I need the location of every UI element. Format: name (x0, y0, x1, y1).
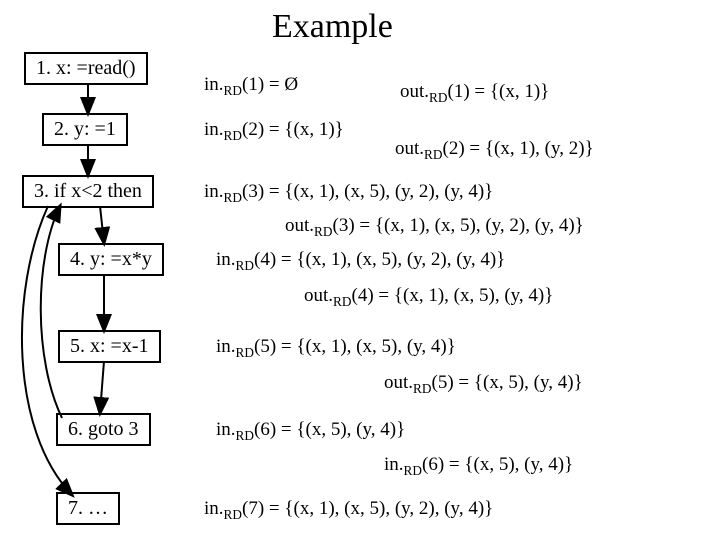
node-n4: 4. y: =x*y (58, 243, 164, 276)
node-n7: 7. … (56, 492, 120, 525)
edge-n3-n4 (100, 206, 104, 243)
annotation-in1: in.RD(1) = Ø (204, 74, 298, 99)
title: Example (272, 8, 393, 46)
node-n6: 6. goto 3 (56, 413, 151, 446)
annotation-out5: out.RD(5) = {(x, 5), (y, 4)} (384, 372, 583, 397)
annotation-in2: in.RD(2) = {(x, 1)} (204, 119, 344, 144)
annotation-in6b: in.RD(6) = {(x, 5), (y, 4)} (384, 454, 573, 479)
annotation-in4: in.RD(4) = {(x, 1), (x, 5), (y, 2), (y, … (216, 249, 505, 274)
annotation-in5: in.RD(5) = {(x, 1), (x, 5), (y, 4)} (216, 336, 456, 361)
node-n1: 1. x: =read() (24, 52, 148, 85)
node-n2: 2. y: =1 (42, 113, 128, 146)
annotation-out2: out.RD(2) = {(x, 1), (y, 2)} (395, 138, 594, 163)
node-n5: 5. x: =x-1 (58, 330, 161, 363)
annotation-in7: in.RD(7) = {(x, 1), (x, 5), (y, 2), (y, … (204, 498, 493, 523)
annotation-in6: in.RD(6) = {(x, 5), (y, 4)} (216, 419, 405, 444)
edge-n5-n6 (100, 361, 104, 413)
annotation-in3: in.RD(3) = {(x, 1), (x, 5), (y, 2), (y, … (204, 181, 493, 206)
annotation-out1: out.RD(1) = {(x, 1)} (400, 81, 549, 106)
edge-n6-n3 (41, 206, 62, 418)
node-n3: 3. if x<2 then (22, 175, 154, 208)
annotation-out3: out.RD(3) = {(x, 1), (x, 5), (y, 2), (y,… (285, 215, 584, 240)
annotation-out4: out.RD(4) = {(x, 1), (x, 5), (y, 4)} (304, 285, 553, 310)
